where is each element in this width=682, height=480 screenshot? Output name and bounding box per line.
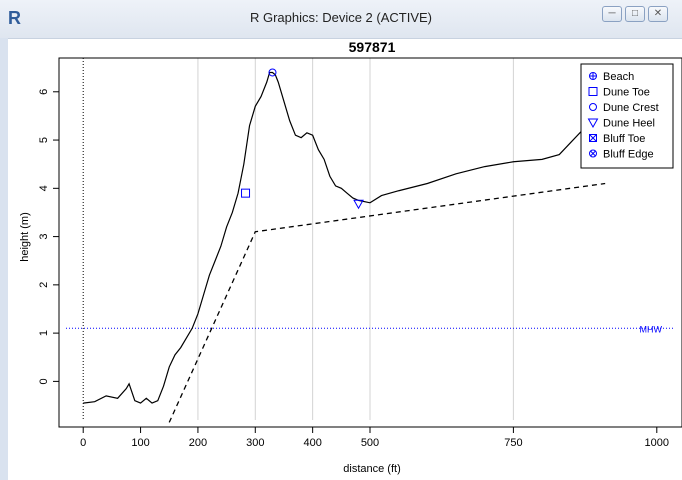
r-app-icon: R: [8, 8, 21, 28]
x-tick-label-100: 100: [131, 437, 149, 449]
y-tick-label-1: 1: [38, 330, 50, 336]
close-icon[interactable]: ✕: [648, 6, 668, 22]
y-tick-label-6: 6: [38, 89, 50, 95]
dashed-series-line: [168, 182, 606, 423]
mhw-label: MHW: [640, 324, 663, 334]
marker-dune-toe-shape: [241, 188, 251, 198]
grid-layer: [197, 58, 514, 420]
x-tick-label-300: 300: [246, 437, 264, 449]
window-controls: ─ □ ✕: [602, 6, 668, 22]
y-tick-label-4: 4: [38, 185, 50, 191]
x-axis-title: distance (ft): [343, 463, 400, 475]
y-tick-label-5: 5: [38, 137, 50, 143]
y-tick-label-0: 0: [38, 378, 50, 384]
legend-symbol-bluff-edge: [589, 149, 597, 158]
legend-symbol-bluff-toe-d2: [589, 134, 597, 142]
y-axis-title: height (m): [19, 212, 31, 262]
legend-symbol-bluff-toe-shape: [589, 134, 597, 142]
legend-symbol-dune-crest: [589, 103, 597, 111]
marker-dune-heel-shape: [353, 199, 364, 210]
marker-dune-heel: [353, 199, 364, 210]
legend-label-bluff-edge: Bluff Edge: [603, 149, 654, 161]
y-tick-label-3: 3: [38, 234, 50, 240]
legend-symbol-bluff-edge-shape: [589, 149, 597, 158]
x-tick-label-400: 400: [303, 437, 321, 449]
maximize-icon[interactable]: □: [625, 6, 645, 22]
legend-symbol-bluff-toe: [589, 134, 597, 142]
window-left-border: [0, 38, 8, 480]
data-layer: [83, 68, 606, 423]
legend: Beach Dune Toe Dune Crest Dune Heel Bluff To…: [580, 63, 674, 169]
x-tick-label-0: 0: [80, 437, 86, 449]
legend-symbol-beach: [589, 72, 597, 80]
legend-label-dune-toe: Dune Toe: [603, 87, 650, 99]
marker-dune-toe: [241, 188, 251, 198]
legend-label-beach: Beach: [603, 71, 634, 83]
profile-series-line: [83, 71, 589, 404]
window-title: R Graphics: Device 2 (ACTIVE): [249, 10, 433, 25]
legend-symbol-dune-heel: [587, 118, 599, 129]
plot-frame: [58, 57, 682, 428]
legend-label-bluff-toe: Bluff Toe: [603, 133, 645, 145]
reference-lines: MHW: [66, 58, 674, 420]
legend-symbol-bluff-edge-d2: [590, 150, 596, 157]
axes-layer: 0 100 200 300 400 500 750 1000 0 1 2 3 4 5 6: [38, 57, 682, 449]
legend-symbol-dune-heel-shape: [587, 118, 599, 129]
marker-dune-crest-shape: [268, 68, 277, 77]
chart-title: 597871: [349, 39, 396, 55]
x-tick-label-750: 750: [504, 437, 522, 449]
x-tick-label-200: 200: [189, 437, 207, 449]
legend-label-dune-crest: Dune Crest: [603, 102, 659, 114]
legend-label-dune-heel: Dune Heel: [603, 118, 655, 130]
x-tick-label-1000: 1000: [645, 437, 669, 449]
legend-symbol-dune-crest-shape: [589, 103, 597, 111]
y-tick-label-2: 2: [38, 282, 50, 288]
legend-symbol-dune-toe-shape: [588, 87, 598, 96]
marker-dune-crest: [268, 68, 277, 77]
legend-box: [580, 63, 674, 169]
minimize-icon[interactable]: ─: [602, 6, 622, 22]
legend-symbol-dune-toe: [588, 87, 598, 96]
title-bar[interactable]: R R Graphics: Device 2 (ACTIVE) ─ □ ✕: [0, 0, 682, 39]
x-tick-label-500: 500: [361, 437, 379, 449]
